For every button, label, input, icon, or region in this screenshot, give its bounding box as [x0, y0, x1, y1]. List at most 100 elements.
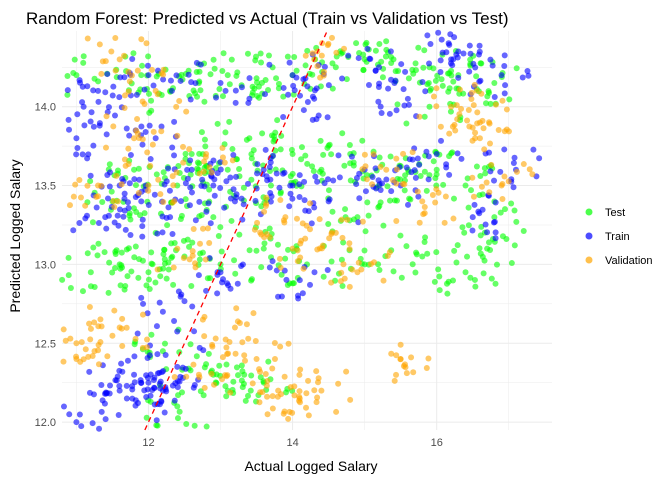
data-point-validation — [145, 182, 152, 189]
data-point-train — [291, 87, 298, 94]
data-point-test — [267, 182, 274, 189]
data-point-train — [176, 378, 183, 385]
data-point-test — [384, 183, 391, 190]
identity-line — [144, 30, 328, 431]
data-point-test — [187, 341, 194, 348]
data-point-test — [290, 280, 297, 287]
data-point-test — [407, 196, 414, 203]
data-point-validation — [134, 115, 141, 122]
data-point-train — [171, 152, 178, 159]
data-point-test — [148, 331, 155, 338]
data-point-test — [278, 132, 285, 139]
data-point-train — [181, 298, 188, 305]
data-point-validation — [102, 144, 109, 151]
data-point-train — [377, 103, 384, 110]
data-point-train — [153, 323, 160, 330]
data-point-test — [112, 248, 119, 255]
data-point-test — [477, 232, 484, 239]
data-point-validation — [488, 161, 495, 168]
data-point-validation — [261, 208, 268, 215]
data-point-test — [247, 387, 254, 394]
data-point-validation — [452, 127, 459, 134]
data-point-test — [432, 77, 439, 84]
legend-key-train — [585, 232, 593, 240]
x-tick-label: 12 — [142, 437, 154, 449]
data-point-train — [82, 215, 89, 222]
data-point-train — [107, 382, 114, 389]
data-point-validation — [102, 58, 109, 65]
data-point-test — [464, 175, 471, 182]
data-point-validation — [80, 356, 87, 363]
data-point-validation — [333, 408, 340, 415]
data-point-validation — [414, 188, 421, 195]
data-point-validation — [293, 215, 300, 222]
data-point-test — [501, 206, 508, 213]
data-point-validation — [125, 145, 132, 152]
data-point-train — [227, 174, 234, 181]
data-point-validation — [391, 377, 398, 384]
data-point-train — [103, 389, 110, 396]
data-point-test — [443, 280, 450, 287]
data-point-validation — [144, 336, 151, 343]
data-point-validation — [104, 353, 111, 360]
data-point-validation — [234, 318, 241, 325]
data-point-train — [77, 79, 84, 86]
data-point-test — [148, 107, 155, 114]
data-point-train — [280, 114, 287, 121]
data-point-test — [353, 40, 360, 47]
data-point-validation — [302, 52, 309, 59]
data-point-validation — [263, 200, 270, 207]
data-point-validation — [456, 111, 463, 118]
data-point-validation — [139, 311, 146, 318]
data-point-test — [339, 283, 346, 290]
data-point-test — [361, 56, 368, 63]
data-point-test — [128, 268, 135, 275]
data-point-test — [493, 261, 500, 268]
data-point-test — [228, 56, 235, 63]
data-point-validation — [358, 266, 365, 273]
data-point-test — [317, 137, 324, 144]
data-point-validation — [121, 52, 128, 59]
legend-label-test: Test — [605, 207, 625, 219]
data-point-train — [387, 48, 394, 55]
data-point-validation — [189, 248, 196, 255]
data-point-test — [477, 172, 484, 179]
data-point-train — [80, 103, 87, 110]
data-point-train — [174, 384, 181, 391]
data-point-validation — [221, 372, 228, 379]
data-point-test — [422, 234, 429, 241]
data-point-train — [210, 182, 217, 189]
data-point-validation — [433, 103, 440, 110]
data-point-test — [412, 269, 419, 276]
data-point-validation — [314, 63, 321, 70]
data-point-test — [87, 178, 94, 185]
data-point-train — [89, 420, 96, 427]
data-point-test — [206, 186, 213, 193]
data-point-train — [74, 145, 81, 152]
data-point-validation — [367, 260, 374, 267]
data-point-train — [469, 227, 476, 234]
data-point-train — [424, 32, 431, 39]
data-point-train — [124, 357, 131, 364]
data-point-validation — [313, 368, 320, 375]
data-point-test — [139, 62, 146, 69]
data-point-train — [254, 161, 261, 168]
data-point-train — [252, 197, 259, 204]
data-point-test — [193, 68, 200, 75]
data-point-train — [122, 226, 129, 233]
data-point-test — [304, 47, 311, 54]
data-point-test — [233, 364, 240, 371]
data-point-validation — [448, 103, 455, 110]
data-point-validation — [204, 225, 211, 232]
data-point-train — [95, 219, 102, 226]
data-point-test — [278, 271, 285, 278]
data-point-test — [222, 383, 229, 390]
data-point-train — [86, 368, 93, 375]
data-point-train — [145, 72, 152, 79]
data-point-validation — [341, 45, 348, 52]
data-point-validation — [219, 354, 226, 361]
data-point-test — [482, 170, 489, 177]
data-point-train — [151, 191, 158, 198]
data-point-validation — [148, 66, 155, 73]
data-point-train — [438, 137, 445, 144]
